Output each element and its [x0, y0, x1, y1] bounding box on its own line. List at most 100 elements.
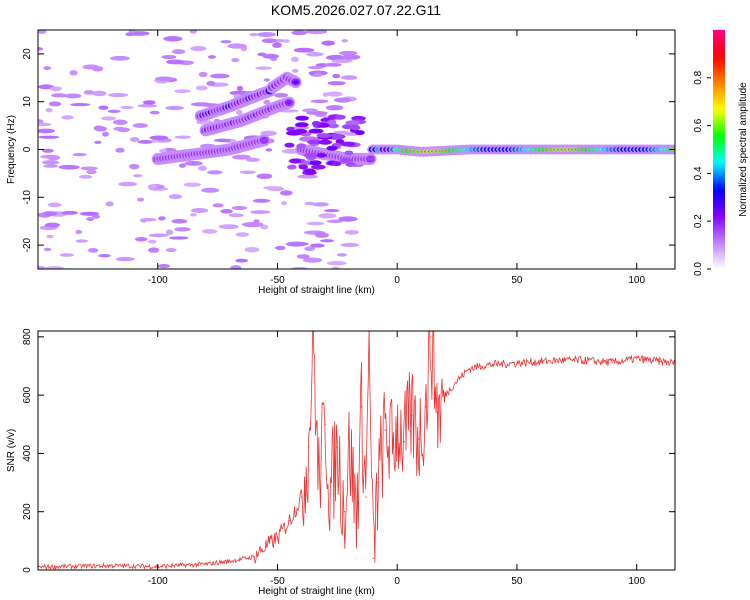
noise-blob [107, 109, 121, 114]
noise-blob [306, 221, 325, 226]
noise-blob [91, 65, 104, 72]
snr-data-point [660, 361, 662, 363]
noise-blob [340, 242, 360, 248]
noise-blob [142, 100, 156, 105]
noise-blob [137, 140, 154, 144]
snr-data-point [437, 412, 439, 414]
noise-blob [263, 99, 271, 105]
snr-data-point [384, 429, 386, 431]
snr-data-point [228, 560, 231, 562]
noise-blob [169, 236, 189, 240]
noise-blob [101, 116, 117, 121]
snr-data-point [391, 446, 394, 449]
noise-blob [337, 253, 347, 257]
noise-blob [134, 237, 148, 242]
feature-core [261, 138, 268, 142]
noise-blob [43, 66, 52, 70]
noise-blob [327, 81, 346, 86]
noise-blob [98, 105, 109, 110]
noise-blob [198, 71, 208, 78]
noise-blob [256, 32, 277, 37]
noise-blob [94, 140, 102, 144]
noise-blob [155, 76, 174, 82]
noise-blob [332, 73, 341, 79]
snr-data-point [410, 414, 413, 417]
noise-blob [311, 121, 322, 127]
noise-blob [325, 104, 344, 111]
noise-blob [45, 108, 53, 113]
noise-blob [318, 139, 332, 145]
snr-data-point [456, 379, 458, 382]
snr-data-point [396, 423, 398, 425]
snr-x-tick-label: 50 [511, 576, 523, 587]
spectrogram-x-tick-label: 0 [394, 275, 400, 286]
spectrogram-x-tick-label: -50 [270, 275, 285, 286]
noise-blob [227, 43, 247, 49]
noise-blob [239, 170, 256, 174]
noise-blob [304, 246, 316, 251]
noise-blob [147, 247, 160, 253]
noise-blob [311, 202, 329, 207]
noise-blob [307, 65, 324, 70]
noise-blob [190, 213, 197, 217]
noise-blob [157, 263, 171, 269]
noise-blob [263, 78, 270, 82]
noise-blob [298, 164, 308, 170]
noise-blob [291, 30, 308, 36]
snr-frame [37, 330, 676, 571]
noise-blob [42, 160, 60, 165]
noise-blob [201, 187, 220, 193]
snr-data-point [348, 444, 350, 446]
noise-blob [92, 90, 107, 97]
noise-blob [38, 135, 60, 139]
noise-blob [310, 243, 325, 248]
noise-blob [218, 224, 239, 230]
snr-data-point [425, 406, 427, 408]
snr-data-point [365, 496, 367, 498]
noise-blob [241, 221, 264, 228]
noise-blob [61, 115, 74, 120]
noise-blob [313, 72, 323, 77]
noise-blob [174, 135, 192, 139]
feature-core [285, 101, 292, 105]
noise-blob [296, 254, 310, 259]
noise-blob [83, 90, 95, 95]
snr-y-axis-label: SNR (v/v) [6, 429, 17, 472]
noise-blob [220, 208, 233, 214]
noise-blob [72, 153, 87, 157]
noise-blob [287, 164, 297, 170]
colorbar-tick-label: 0.4 [693, 166, 704, 180]
noise-blob [109, 55, 130, 61]
noise-blob [80, 166, 98, 171]
noise-blob [265, 148, 273, 152]
noise-blob [86, 217, 95, 222]
noise-blob [46, 154, 60, 161]
noise-blob [293, 47, 315, 53]
noise-blob [341, 39, 349, 43]
noise-blob [235, 258, 249, 263]
noise-blob [128, 163, 140, 170]
noise-blob [165, 229, 174, 236]
noise-blob [236, 109, 243, 116]
noise-blob [326, 260, 347, 266]
spectrogram-y-tick-label: 0 [22, 146, 33, 152]
noise-blob [325, 54, 347, 61]
spectral-feature [266, 71, 302, 94]
noise-blob [50, 86, 62, 92]
noise-blob [112, 119, 128, 125]
noise-blob [189, 30, 197, 34]
spectrogram-x-axis-label: Height of straight line (km) [258, 285, 375, 296]
noise-blob [327, 119, 337, 125]
snr-data-point [329, 493, 331, 495]
snr-data-point [377, 481, 379, 484]
colorbar-label: Normalized spectral amplitude [738, 82, 749, 217]
noise-blob [341, 124, 354, 130]
snr-data-point [308, 446, 310, 449]
snr-y-tick-label: 400 [22, 445, 33, 462]
noise-blob [149, 110, 160, 115]
noise-blob [166, 59, 185, 65]
snr-data-point [480, 365, 482, 367]
noise-blob [149, 135, 169, 140]
noise-blob [174, 89, 191, 94]
noise-blob [287, 241, 309, 247]
